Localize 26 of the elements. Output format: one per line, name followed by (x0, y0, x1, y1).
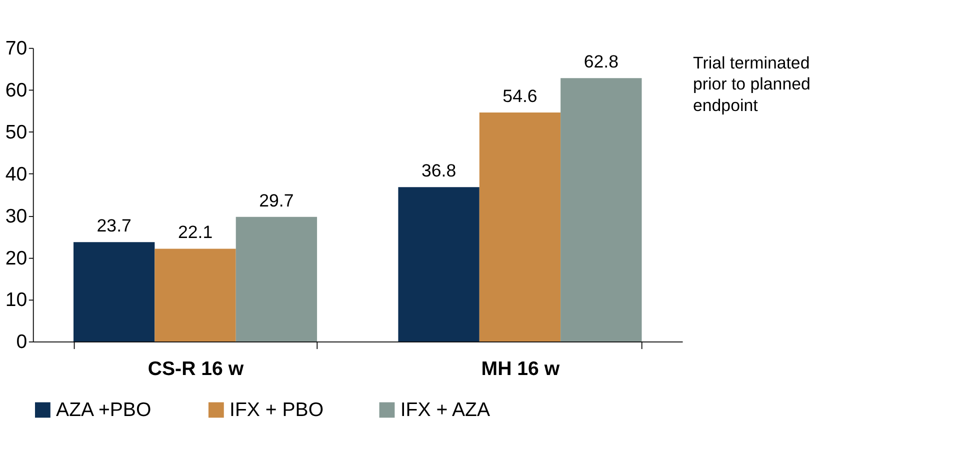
y-tick-label: 0 (16, 331, 28, 354)
y-tick-label: 10 (5, 289, 28, 312)
legend-label: IFX + AZA (400, 399, 491, 422)
y-tick-label: 30 (5, 205, 28, 228)
data-label: 23.7 (96, 215, 132, 236)
bar (560, 78, 642, 342)
bar (74, 242, 155, 342)
bar (398, 187, 480, 342)
y-tick-label: 50 (5, 121, 28, 144)
legend-label: AZA +PBO (56, 399, 152, 422)
y-tick-label: 40 (5, 163, 28, 186)
bar (154, 248, 236, 342)
data-label: 22.1 (178, 222, 213, 242)
y-tick-label: 60 (5, 80, 28, 102)
data-label: 62.8 (584, 51, 619, 72)
data-label: 36.8 (421, 160, 456, 180)
x-tick-label: MH 16 w (481, 358, 560, 380)
legend-label: IFX + PBO (230, 399, 324, 422)
text: Trial terminated prior to planned endpoint (693, 53, 810, 116)
y-tick-label: 20 (5, 247, 28, 270)
x-tick-label: CS-R 16 w (148, 358, 244, 380)
data-label: 29.7 (259, 190, 294, 210)
bar (479, 112, 561, 342)
y-tick-label: 70 (5, 38, 28, 60)
bar (236, 216, 318, 342)
data-label: 54.6 (502, 86, 538, 106)
